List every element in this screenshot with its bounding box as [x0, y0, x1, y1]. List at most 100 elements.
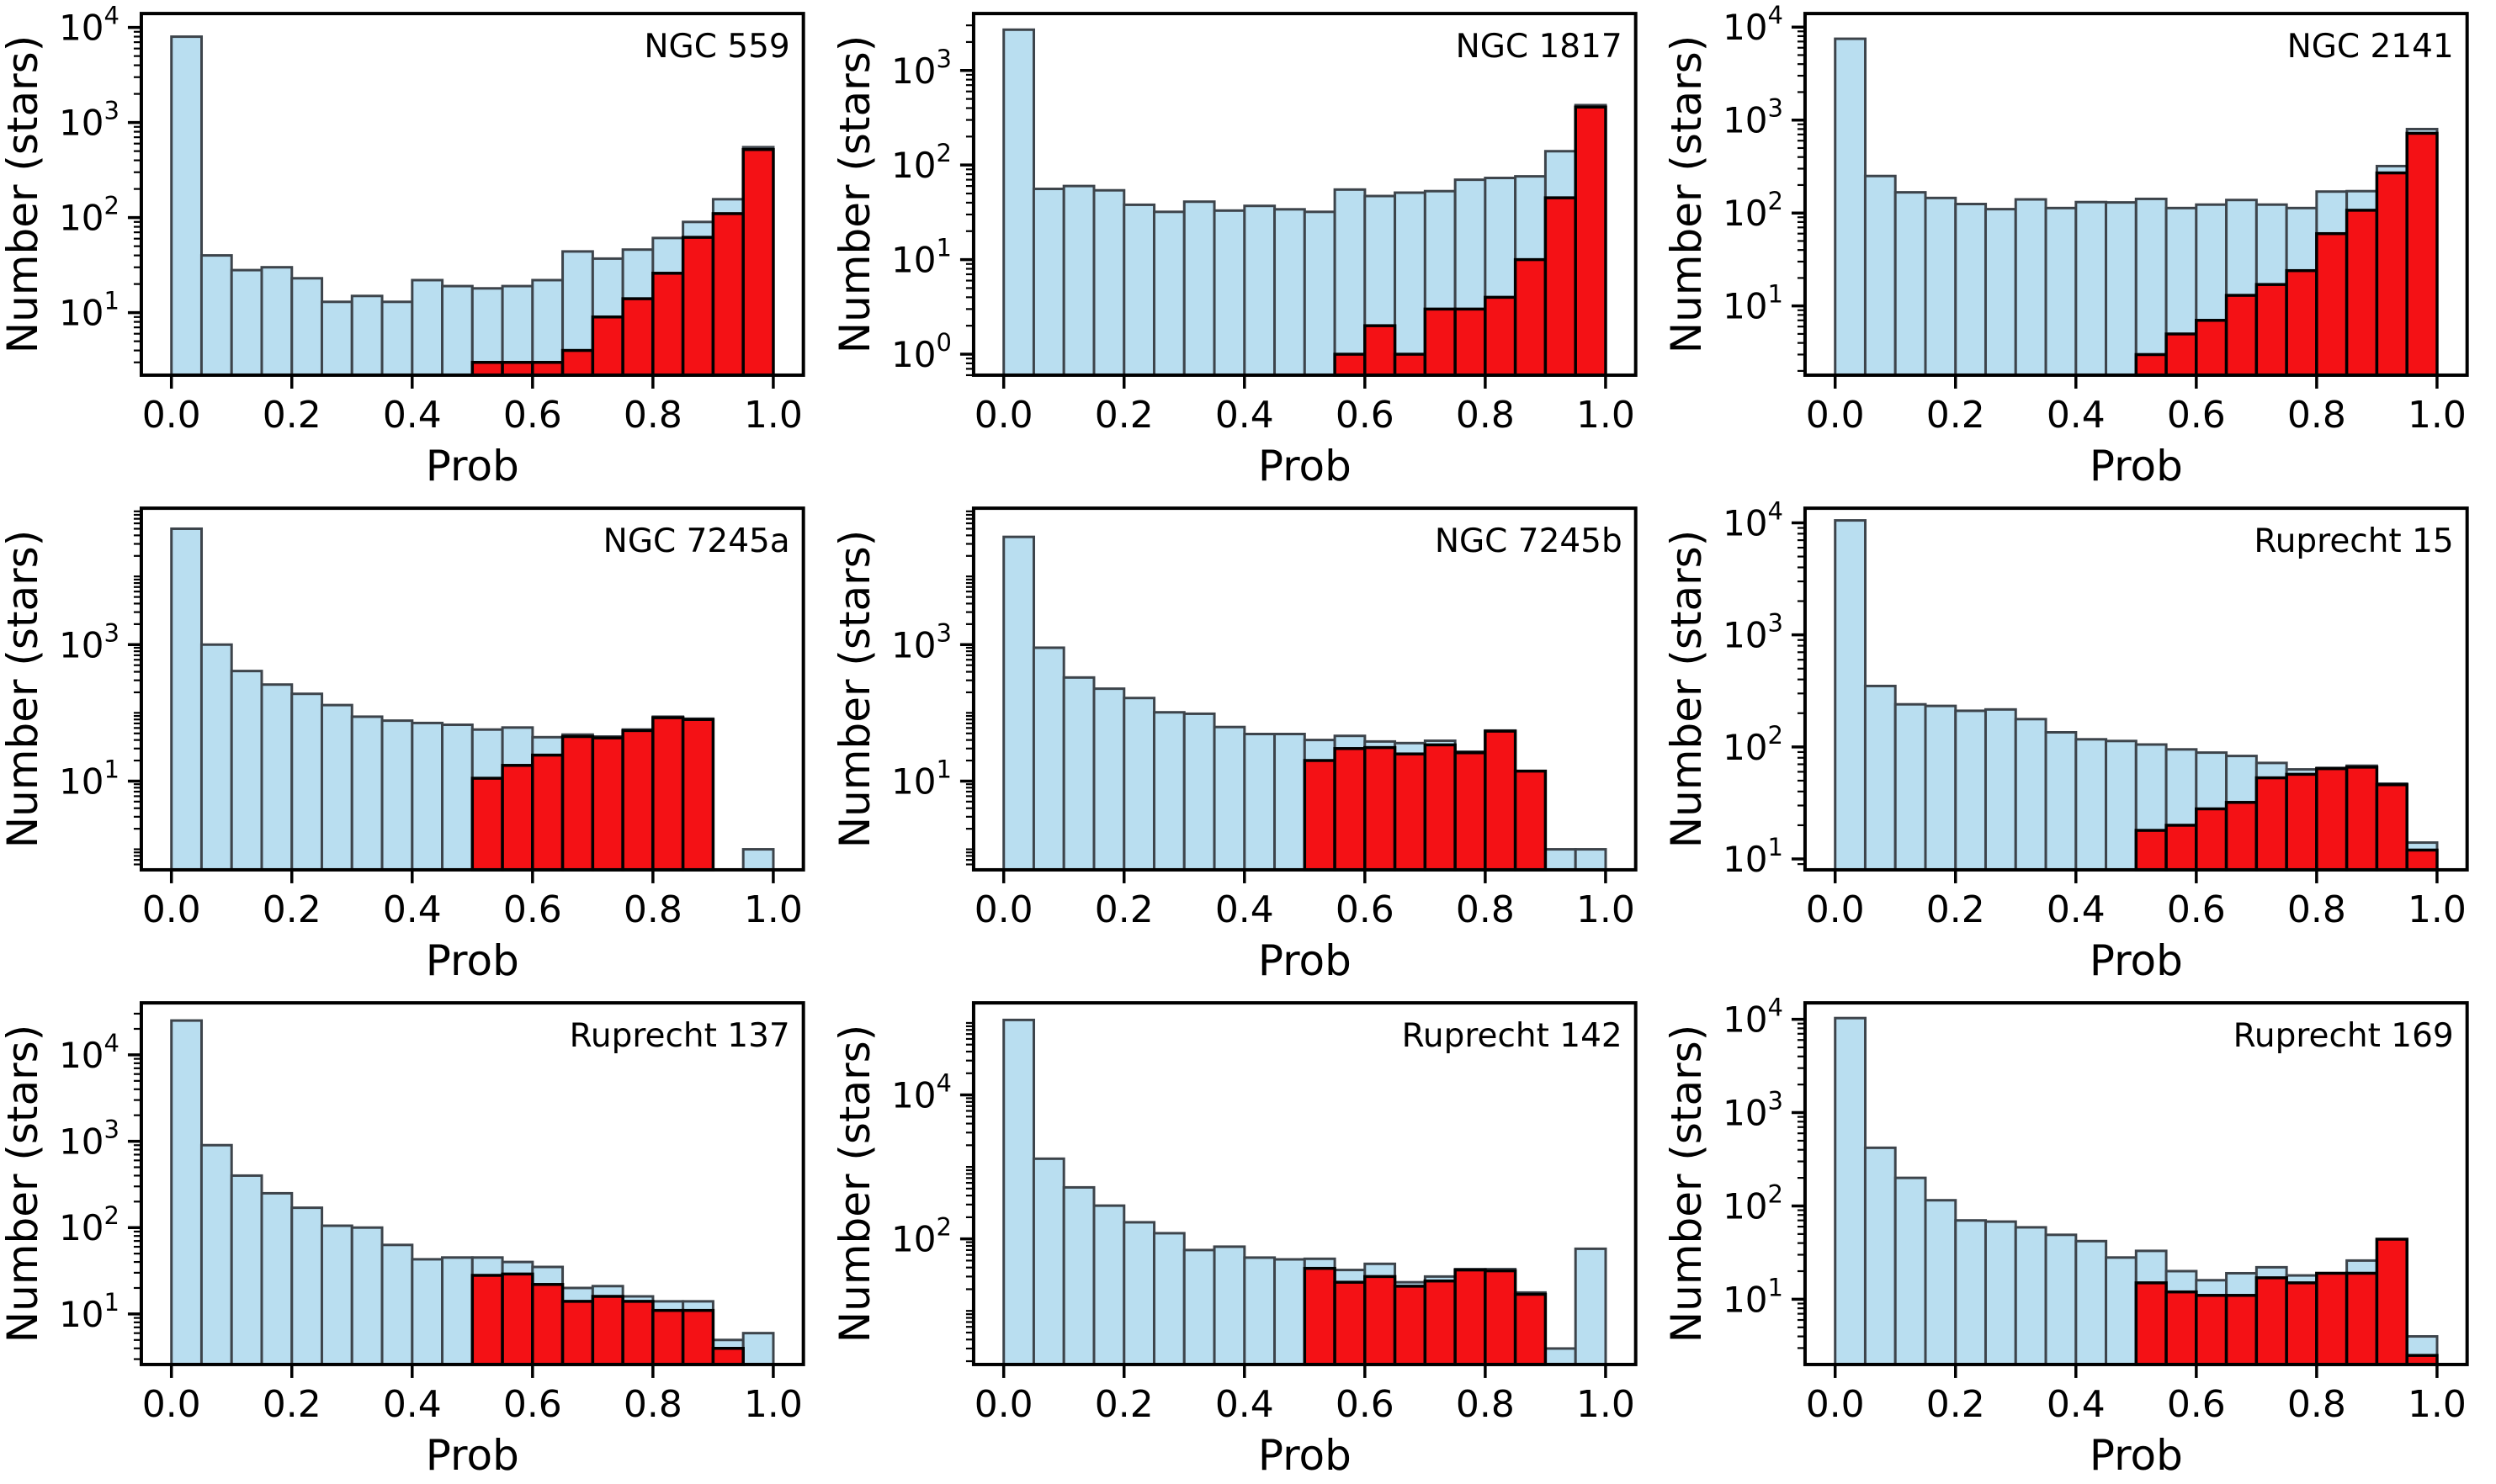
histogram-bar: [1272, 1258, 1306, 1366]
histogram-bar: [1984, 708, 2018, 872]
x-tick-label: 0.6: [2167, 1383, 2226, 1426]
histogram-bar: [2375, 783, 2409, 872]
histogram-bar: [1954, 709, 1988, 872]
histogram-bar: [2315, 1271, 2349, 1366]
histogram-bar: [1182, 200, 1216, 377]
histogram-bar: [501, 1272, 534, 1366]
histogram-bar: [2405, 131, 2440, 377]
axes-frame: [1803, 12, 2470, 377]
y-tick-label: 103: [59, 1116, 119, 1163]
histogram-bar: [1453, 307, 1487, 377]
y-axis-minor-ticks: [133, 1012, 141, 1360]
histogram-bar: [1333, 747, 1367, 872]
histogram-bar: [411, 278, 444, 377]
histogram-bar: [2074, 738, 2108, 872]
y-tick-label: 101: [59, 287, 119, 334]
histogram-bar: [1303, 759, 1336, 872]
histogram-bar: [711, 1347, 745, 1366]
histogram-bar: [1062, 1185, 1096, 1366]
x-axis-label: Prob: [426, 936, 519, 985]
y-axis: 101 102 103 104: [59, 2, 141, 334]
x-tick-label: 0.2: [263, 1383, 321, 1426]
x-tick-label: 0.0: [142, 1383, 201, 1426]
x-axis: 0.0 0.2 0.4 0.6 0.8 1.0: [142, 374, 803, 437]
histogram-bar: [441, 284, 474, 377]
histogram-bar: [1393, 191, 1426, 377]
x-tick-label: 1.0: [744, 1383, 803, 1426]
histogram-bar: [2405, 848, 2440, 872]
y-axis-minor-ticks: [965, 1021, 974, 1363]
histogram-bar: [1362, 1275, 1396, 1366]
histogram-bar: [1894, 702, 1927, 872]
x-tick-label: 0.8: [624, 394, 682, 437]
histogram-bar: [1182, 712, 1216, 872]
y-tick-label: 104: [1723, 1, 1783, 48]
y-tick-label: 101: [1723, 833, 1783, 880]
histogram-bar: [560, 1300, 595, 1366]
x-tick-label: 0.0: [1806, 1383, 1865, 1426]
histogram-bar: [350, 294, 384, 377]
y-tick-label: 103: [59, 97, 119, 144]
member-histogram-bars: [2134, 766, 2440, 872]
histogram-bar: [260, 683, 294, 872]
x-axis-label: Prob: [1257, 442, 1351, 490]
axes-frame: [1803, 1001, 2470, 1366]
x-tick-label: 0.8: [624, 1383, 682, 1426]
histogram-bar: [170, 35, 204, 377]
y-tick-label: 102: [1723, 721, 1783, 768]
histogram-bar: [290, 692, 324, 872]
histogram-bar: [1122, 203, 1155, 377]
y-tick-label: 102: [59, 192, 119, 239]
histogram-bar: [1062, 184, 1096, 377]
y-tick-label: 101: [1723, 1273, 1783, 1320]
histogram-bar: [1182, 1248, 1216, 1366]
histogram-bar: [651, 716, 685, 872]
histogram-bar: [2285, 268, 2319, 377]
histogram-bar: [2345, 209, 2379, 377]
histogram-bar: [621, 1300, 655, 1366]
x-tick-label: 0.4: [2047, 394, 2106, 437]
y-axis-minor-ticks: [133, 30, 141, 363]
x-tick-label: 0.4: [1214, 1383, 1273, 1426]
histogram-bar: [2254, 1276, 2289, 1366]
histogram-bar: [1513, 257, 1547, 377]
y-axis: 101 103: [891, 618, 974, 802]
x-axis-label: Prob: [2090, 442, 2183, 490]
x-tick-label: 0.6: [2167, 888, 2226, 931]
x-tick-label: 0.0: [1806, 888, 1865, 931]
histogram-bar: [2164, 824, 2198, 872]
histogram-bar: [2225, 801, 2259, 872]
x-tick-label: 1.0: [744, 888, 803, 931]
histogram-bar: [2015, 1226, 2047, 1366]
histogram-bar: [2015, 718, 2047, 872]
x-tick-label: 0.2: [263, 394, 321, 437]
histogram-bar: [1453, 751, 1487, 872]
histogram-bar: [1333, 1280, 1367, 1366]
panel-title: NGC 2141: [2287, 28, 2454, 66]
histogram-bar: [1834, 37, 1867, 377]
histogram-bar: [2225, 294, 2259, 377]
y-axis-label: Number (stars): [0, 1025, 47, 1343]
x-tick-label: 0.4: [1214, 394, 1273, 437]
histogram-bar: [441, 1256, 474, 1366]
y-axis-minor-ticks: [1798, 527, 1806, 866]
histogram-bar: [1483, 1269, 1517, 1366]
histogram-bar: [2315, 231, 2349, 377]
panel-title: Ruprecht 137: [570, 1017, 790, 1055]
x-tick-label: 0.4: [383, 1383, 442, 1426]
histogram-bar: [1213, 725, 1245, 872]
y-axis-minor-ticks: [1798, 1022, 1806, 1349]
x-axis: 0.0 0.2 0.4 0.6 0.8 1.0: [974, 1364, 1635, 1426]
histogram-bar: [681, 1308, 715, 1366]
x-tick-label: 0.2: [263, 888, 321, 931]
x-tick-label: 0.6: [1336, 888, 1394, 931]
x-axis-label: Prob: [426, 442, 519, 490]
histogram-bar: [1543, 848, 1577, 872]
histogram-bar: [1834, 1016, 1867, 1366]
histogram-bar: [1574, 105, 1607, 377]
histogram-bar: [681, 236, 715, 377]
y-axis-label: Number (stars): [1664, 35, 1711, 353]
histogram-bar: [681, 718, 715, 872]
member-histogram-bars: [1303, 1266, 1547, 1366]
histogram-bar: [1574, 848, 1607, 872]
